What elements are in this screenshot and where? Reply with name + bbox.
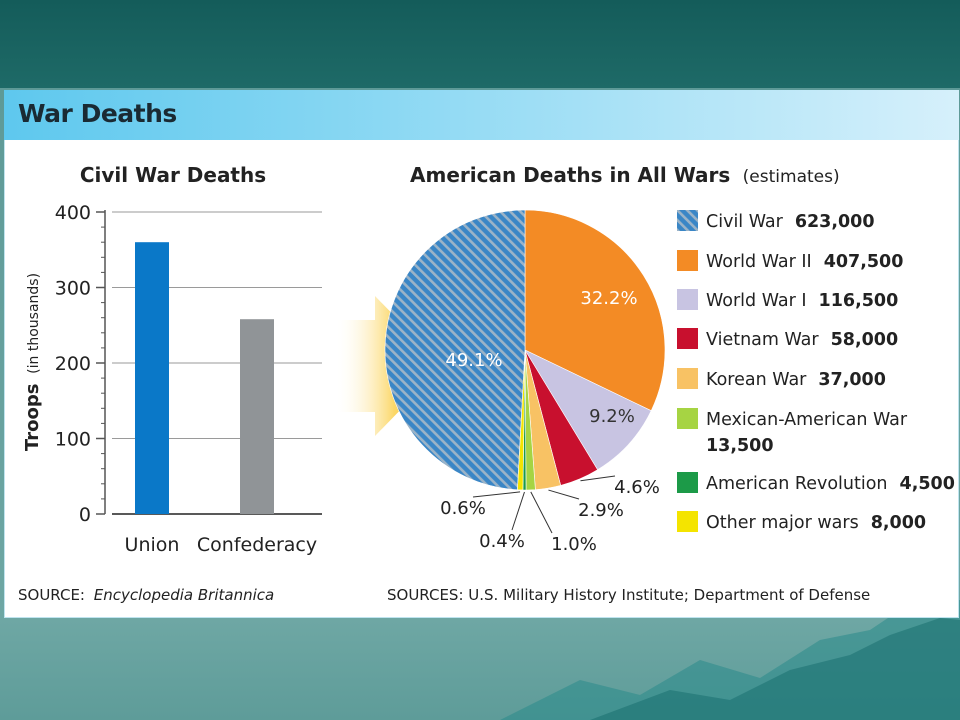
bar-x-tick-label: Union (125, 534, 180, 556)
bar-source-name: Encyclopedia Britannica (94, 586, 274, 604)
legend-item: Korean War 37,000 (706, 370, 886, 390)
bar-source-prefix: SOURCE: (18, 586, 85, 604)
legend-value: 13,500 (706, 436, 774, 456)
pie-percent-label: 0.6% (440, 498, 486, 519)
bar-union (135, 242, 169, 514)
pie-chart-source: SOURCES: U.S. Military History Institute… (387, 586, 870, 604)
legend-swatch-korean-war (677, 368, 698, 389)
pie-percent-label: 4.6% (614, 477, 660, 498)
legend-value: 8,000 (871, 513, 926, 533)
legend-swatch-vietnam-war (677, 328, 698, 349)
legend-swatch-mexican-american-war (677, 408, 698, 429)
decorative-mountain-shapes (500, 600, 960, 720)
bar-y-axis-label-main: Troops (22, 384, 43, 452)
slide-top-band (0, 0, 960, 88)
legend-swatch-world-war-ii (677, 250, 698, 271)
bar-y-tick-label: 100 (55, 429, 91, 451)
bar-x-tick-label: Confederacy (197, 534, 317, 556)
pie-percent-label: 32.2% (580, 288, 637, 309)
pie-slice-civil-war (384, 209, 526, 491)
title-bar (4, 90, 959, 140)
pie-percent-label: 1.0% (551, 534, 597, 555)
legend-value: 37,000 (818, 370, 886, 390)
legend-label: Vietnam War (706, 330, 819, 350)
pie-leader-line (530, 491, 553, 534)
legend-label: American Revolution (706, 474, 888, 494)
bar-y-axis-label-sub: (in thousands) (26, 273, 42, 374)
bar-chart-source: SOURCE: Encyclopedia Britannica (18, 586, 274, 604)
legend-label: World War I (706, 291, 807, 311)
legend-swatch-world-war-i (677, 289, 698, 310)
pie-percent-label: 0.4% (479, 531, 525, 552)
pie-leader-line (472, 491, 521, 498)
legend-label: Civil War (706, 212, 784, 232)
bar-confederacy (240, 319, 274, 514)
bar-y-tick-label: 0 (79, 504, 91, 526)
bar-chart-title: Civil War Deaths (80, 163, 266, 187)
pie-chart: 49.1% 32.2% 9.2% 4.6%2.9% 1.0% 0.4% 0.6% (384, 209, 666, 555)
pie-chart-subtitle: (estimates) (743, 167, 840, 187)
bar-y-tick-label: 300 (55, 278, 91, 300)
legend-swatch-american-revolution (677, 472, 698, 493)
legend-label: Other major wars (706, 513, 859, 533)
pie-percent-label: 2.9% (578, 500, 624, 521)
legend-swatch-other-major-wars (677, 511, 698, 532)
legend-item: Civil War 623,000 (706, 212, 875, 232)
legend-swatch-civil-war (677, 210, 698, 231)
legend-value: 623,000 (795, 212, 875, 232)
pie-slice-world-war-ii (524, 209, 666, 412)
pie-leader-line (548, 489, 580, 500)
legend-label: Mexican-American War (706, 410, 908, 430)
pie-chart-heading: American Deaths in All Wars (estimates) (410, 163, 840, 187)
legend-value: 4,500 (900, 474, 955, 494)
pie-percent-label: 49.1% (445, 350, 502, 371)
legend-value: 116,500 (819, 291, 899, 311)
legend-item: Other major wars 8,000 (706, 513, 926, 533)
legend-label: World War II (706, 252, 812, 272)
bar-chart: 0 100 200 300 400 Union Confederacy (55, 202, 322, 556)
legend-item: Vietnam War 58,000 (706, 330, 898, 350)
bar-y-tick-label: 200 (55, 353, 91, 375)
legend-value: 407,500 (824, 252, 904, 272)
bar-y-axis-label: Troops (in thousands) (22, 273, 43, 451)
pie-leader-line (580, 475, 616, 482)
pie-percent-label: 9.2% (589, 406, 635, 427)
legend-item: World War II 407,500 (706, 252, 903, 272)
legend-value: 58,000 (831, 330, 899, 350)
pie-slice-world-war-i (524, 349, 652, 471)
bar-y-tick-label: 400 (55, 202, 91, 224)
pie-leader-line (511, 491, 525, 531)
legend-item: American Revolution 4,500 (706, 474, 955, 494)
pie-chart-title: American Deaths in All Wars (410, 163, 730, 187)
legend-label: Korean War (706, 370, 807, 390)
legend-item: World War I 116,500 (706, 291, 898, 311)
page-title: War Deaths (18, 99, 177, 128)
